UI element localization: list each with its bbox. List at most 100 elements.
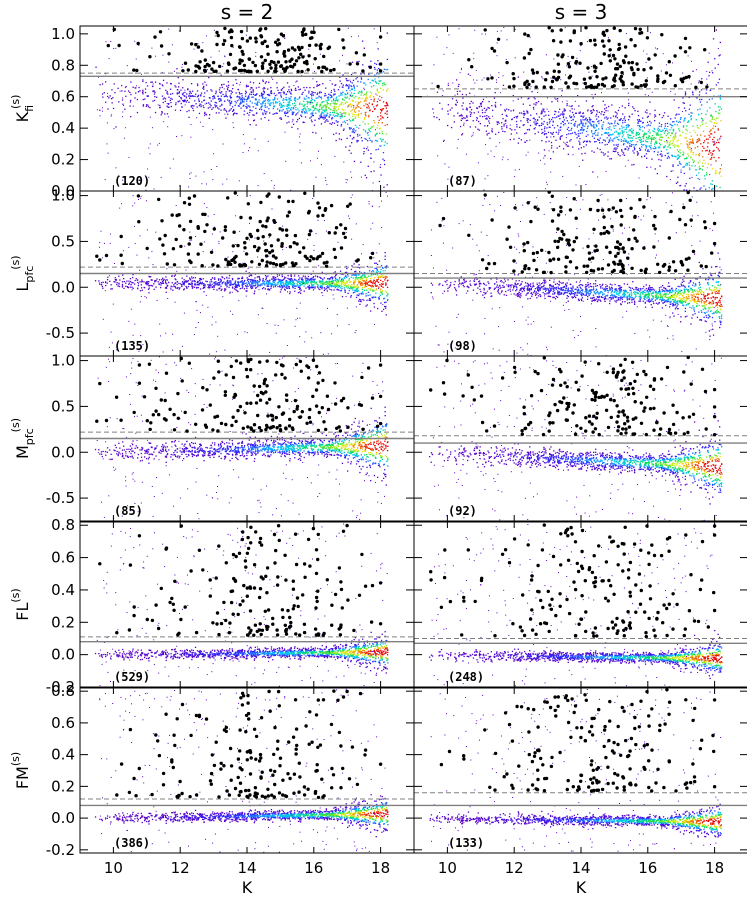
- density-point: [714, 58, 716, 60]
- density-point: [365, 93, 367, 95]
- density-point: [564, 123, 566, 125]
- density-point: [261, 288, 264, 290]
- density-point: [292, 287, 294, 289]
- density-point: [458, 115, 461, 117]
- density-point: [616, 122, 619, 124]
- density-point: [188, 101, 190, 103]
- density-point: [336, 112, 338, 114]
- density-point: [341, 116, 343, 118]
- density-point: [161, 112, 163, 114]
- density-point: [258, 281, 261, 283]
- outlier-point: [306, 68, 310, 72]
- density-point: [211, 108, 213, 110]
- density-point: [110, 98, 113, 100]
- background-point: [232, 122, 234, 124]
- density-point: [320, 98, 323, 100]
- density-point: [604, 144, 606, 146]
- density-point: [355, 107, 357, 110]
- density-point: [246, 290, 248, 292]
- density-point: [246, 287, 248, 290]
- background-point: [149, 116, 151, 118]
- density-point: [586, 119, 589, 121]
- density-point: [333, 122, 336, 124]
- background-point: [373, 106, 375, 108]
- density-point: [279, 104, 281, 106]
- density-point: [331, 283, 333, 285]
- density-point: [297, 292, 300, 294]
- density-point: [318, 111, 320, 113]
- background-point: [284, 34, 285, 35]
- density-point: [318, 92, 321, 94]
- density-point: [595, 134, 597, 136]
- background-point: [168, 61, 170, 63]
- density-point: [682, 153, 684, 156]
- plot-area: [414, 26, 747, 191]
- density-point: [639, 139, 642, 141]
- density-point: [590, 112, 592, 114]
- outlier-point: [368, 65, 372, 69]
- density-point: [258, 275, 260, 278]
- density-point: [160, 286, 162, 289]
- density-point: [280, 94, 282, 96]
- density-point: [213, 282, 215, 284]
- density-point: [303, 282, 305, 284]
- density-point: [605, 128, 607, 130]
- density-point: [520, 120, 522, 122]
- background-point: [530, 86, 532, 88]
- background-point: [541, 111, 543, 113]
- density-point: [319, 117, 322, 119]
- density-point: [466, 116, 468, 118]
- background-point: [592, 67, 594, 69]
- density-point: [141, 289, 143, 291]
- background-point: [218, 50, 220, 52]
- density-point: [340, 103, 342, 106]
- density-point: [352, 131, 355, 133]
- background-point: [373, 161, 375, 163]
- density-point: [335, 120, 337, 122]
- density-point: [662, 115, 665, 117]
- density-point: [582, 112, 584, 114]
- density-point: [162, 98, 164, 100]
- density-point: [292, 282, 295, 285]
- density-point: [115, 126, 117, 128]
- density-point: [304, 108, 307, 110]
- density-point: [597, 121, 599, 123]
- density-point: [330, 284, 332, 286]
- density-point: [357, 114, 359, 116]
- density-point: [108, 97, 110, 99]
- density-point: [481, 112, 484, 114]
- density-point: [486, 115, 488, 117]
- density-point: [637, 137, 639, 139]
- density-point: [570, 122, 572, 125]
- density-point: [711, 180, 713, 182]
- density-point: [376, 279, 378, 281]
- density-point: [227, 99, 229, 101]
- density-point: [613, 148, 615, 150]
- density-point: [561, 120, 564, 123]
- density-point: [621, 105, 623, 107]
- density-point: [615, 136, 617, 138]
- density-point: [289, 282, 291, 284]
- density-point: [106, 282, 108, 284]
- density-point: [258, 99, 260, 101]
- background-point: [341, 113, 343, 115]
- density-point: [450, 126, 453, 129]
- density-point: [208, 117, 210, 119]
- background-point: [501, 159, 503, 161]
- density-point: [313, 284, 315, 286]
- background-point: [308, 48, 310, 50]
- density-point: [667, 137, 669, 139]
- density-point: [276, 281, 279, 284]
- background-point: [190, 136, 192, 138]
- density-point: [324, 104, 326, 106]
- density-point: [153, 90, 155, 92]
- count-label: (120): [114, 174, 150, 188]
- density-point: [360, 292, 362, 295]
- density-point: [182, 79, 184, 81]
- background-point: [223, 63, 225, 65]
- density-point: [296, 280, 298, 282]
- density-point: [629, 143, 631, 145]
- density-point: [461, 133, 464, 135]
- density-point: [628, 130, 630, 132]
- density-point: [697, 161, 699, 164]
